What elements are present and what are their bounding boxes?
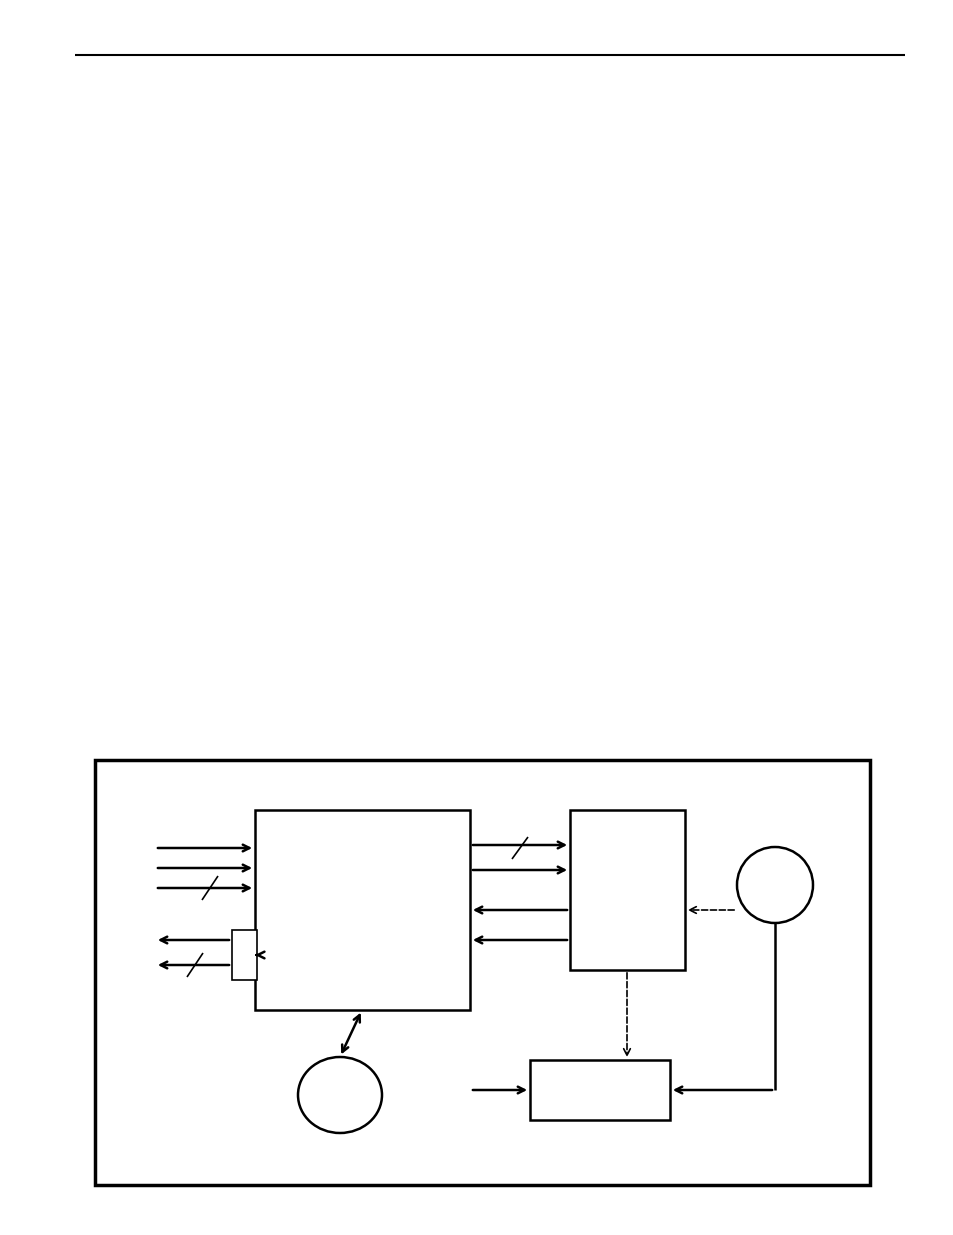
Bar xyxy=(232,930,256,981)
Bar xyxy=(530,1060,669,1120)
Ellipse shape xyxy=(737,847,812,923)
Bar xyxy=(254,810,470,1010)
Bar xyxy=(95,760,869,1186)
Bar xyxy=(569,810,684,969)
Ellipse shape xyxy=(297,1057,381,1132)
